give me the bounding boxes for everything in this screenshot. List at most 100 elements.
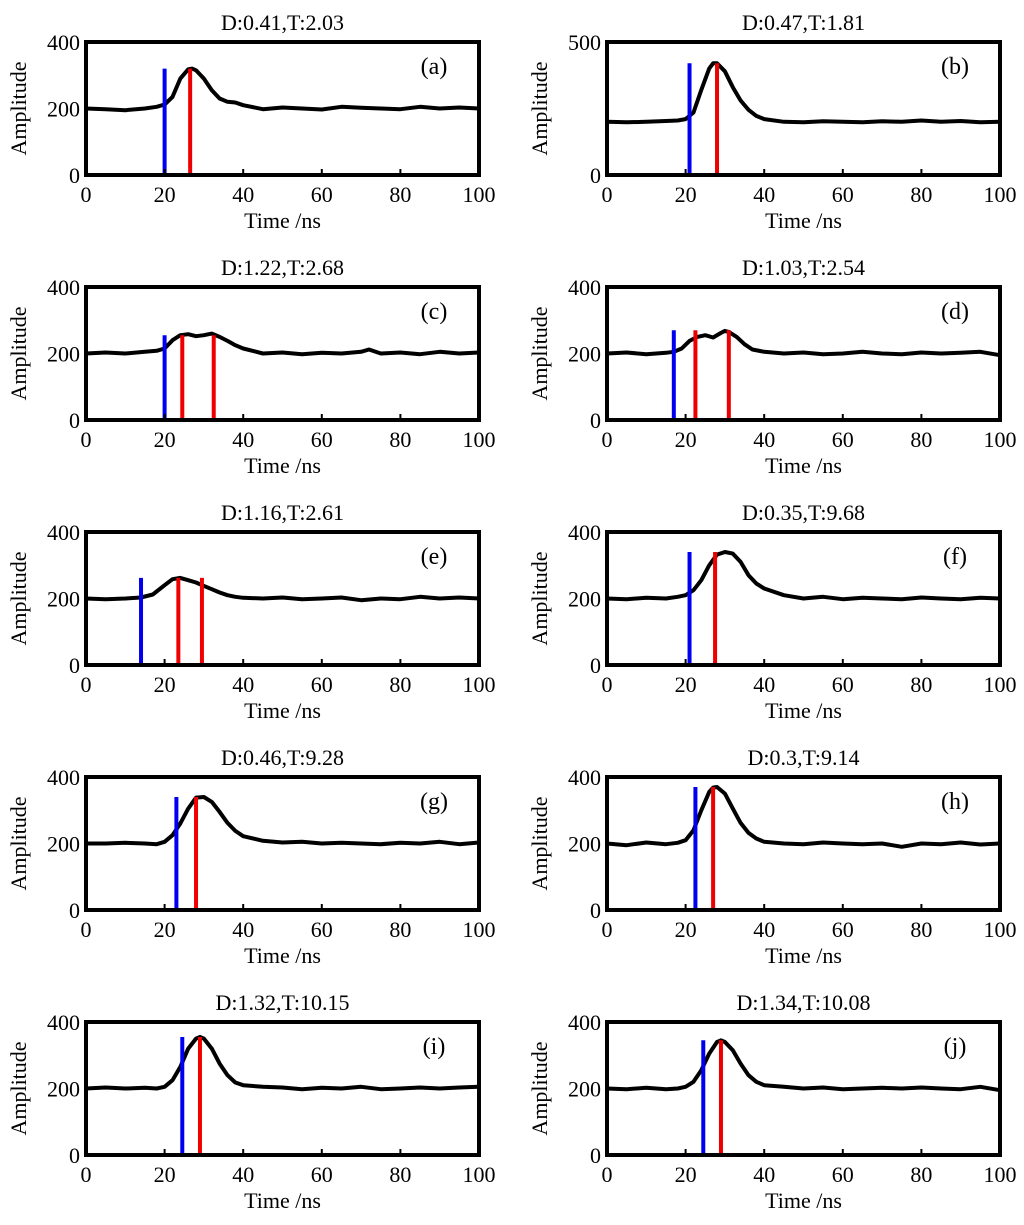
y-axis-label: Amplitude — [527, 306, 552, 400]
chart-panel: D:0.3,T:9.14 0 20 40 60 80 100 0 200 400 Time /ns A… — [527, 745, 1017, 968]
x-tick-label: 0 — [602, 182, 613, 207]
x-tick-label: 80 — [910, 672, 932, 697]
x-axis-label: Time /ns — [244, 943, 321, 968]
x-tick-label: 60 — [311, 182, 333, 207]
x-tick-label: 60 — [832, 182, 854, 207]
y-tick-label: 400 — [568, 1010, 601, 1035]
x-tick-label: 20 — [675, 917, 697, 942]
panel-label: (c) — [421, 299, 448, 325]
x-tick-label: 0 — [81, 672, 92, 697]
y-tick-label: 0 — [69, 1143, 80, 1168]
x-tick-label: 0 — [81, 1162, 92, 1187]
x-tick-label: 40 — [232, 182, 254, 207]
x-tick-label: 40 — [753, 672, 775, 697]
y-axis-label: Amplitude — [6, 551, 31, 645]
x-tick-label: 40 — [232, 1162, 254, 1187]
x-tick-label: 80 — [910, 427, 932, 452]
signal-series-line — [606, 1038, 1001, 1093]
y-tick-label: 200 — [568, 1077, 601, 1102]
y-tick-label: 200 — [47, 1077, 80, 1102]
x-tick-label: 100 — [984, 427, 1017, 452]
x-tick-label: 80 — [389, 917, 411, 942]
panel-label: (h) — [941, 789, 969, 815]
x-tick-label: 60 — [311, 672, 333, 697]
chart-title: D:1.32,T:10.15 — [216, 990, 350, 1015]
y-tick-label: 500 — [568, 30, 601, 55]
x-tick-label: 60 — [311, 917, 333, 942]
x-tick-label: 20 — [154, 182, 176, 207]
x-tick-label: 20 — [154, 672, 176, 697]
y-tick-label: 400 — [47, 765, 80, 790]
chart-panel: D:0.47,T:1.81 0 20 40 60 80 100 0 500 Time /ns Amp… — [527, 10, 1017, 233]
y-tick-label: 0 — [69, 163, 80, 188]
panel-label: (a) — [421, 54, 448, 80]
y-tick-label: 400 — [47, 275, 80, 300]
signal-series-line — [85, 575, 480, 603]
x-axis-label: Time /ns — [244, 698, 321, 723]
x-tick-label: 20 — [675, 182, 697, 207]
y-tick-label: 400 — [47, 1010, 80, 1035]
signal-series-line — [85, 66, 480, 113]
signal-series-line — [86, 795, 480, 847]
x-tick-label: 60 — [311, 1162, 333, 1187]
x-tick-label: 40 — [753, 1162, 775, 1187]
signal-series-line — [606, 785, 1001, 849]
panel-label: (d) — [941, 299, 969, 325]
panel-label: (f) — [943, 544, 967, 570]
chart-title: D:1.03,T:2.54 — [742, 255, 865, 280]
y-tick-label: 200 — [47, 97, 80, 122]
x-tick-label: 100 — [463, 1162, 496, 1187]
signal-series-line — [606, 61, 1001, 125]
chart-title: D:0.3,T:9.14 — [748, 745, 860, 770]
x-tick-label: 80 — [910, 917, 932, 942]
chart-panel: D:0.35,T:9.68 0 20 40 60 80 100 0 200 400 Time /ns… — [527, 500, 1017, 723]
y-tick-label: 0 — [590, 163, 601, 188]
chart-title: D:1.22,T:2.68 — [221, 255, 344, 280]
x-tick-label: 80 — [910, 182, 932, 207]
x-tick-label: 60 — [832, 672, 854, 697]
x-tick-label: 60 — [832, 1162, 854, 1187]
y-axis-label: Amplitude — [527, 796, 552, 890]
x-tick-label: 20 — [675, 427, 697, 452]
chart-title: D:0.41,T:2.03 — [221, 10, 344, 35]
x-tick-label: 100 — [984, 1162, 1017, 1187]
y-axis-label: Amplitude — [527, 551, 552, 645]
x-tick-label: 40 — [753, 917, 775, 942]
signal-series-line — [606, 328, 1001, 358]
signal-series-line — [606, 550, 1001, 602]
y-tick-label: 0 — [69, 653, 80, 678]
y-tick-label: 400 — [568, 765, 601, 790]
chart-panel: D:1.22,T:2.68 0 20 40 60 80 100 0 200 400 Time /ns… — [6, 255, 496, 478]
y-tick-label: 0 — [590, 898, 601, 923]
chart-title: D:0.35,T:9.68 — [742, 500, 865, 525]
panel-label: (g) — [420, 789, 448, 815]
y-tick-label: 400 — [568, 275, 601, 300]
x-axis-label: Time /ns — [765, 208, 842, 233]
x-tick-label: 80 — [910, 1162, 932, 1187]
x-tick-label: 80 — [389, 1162, 411, 1187]
chart-panel: D:1.16,T:2.61 0 20 40 60 80 100 0 200 400 Time /ns… — [6, 500, 496, 723]
x-tick-label: 40 — [753, 182, 775, 207]
y-tick-label: 200 — [568, 832, 601, 857]
chart-title: D:1.16,T:2.61 — [221, 500, 344, 525]
y-axis-label: Amplitude — [527, 1041, 552, 1135]
chart-panel: D:1.03,T:2.54 0 20 40 60 80 100 0 200 400 Time /ns… — [527, 255, 1017, 478]
panel-label: (j) — [944, 1034, 967, 1060]
x-tick-label: 0 — [602, 672, 613, 697]
y-tick-label: 400 — [568, 520, 601, 545]
plot-frame — [605, 40, 1002, 177]
y-tick-label: 0 — [69, 408, 80, 433]
y-tick-label: 200 — [47, 587, 80, 612]
panel-label: (i) — [423, 1034, 446, 1060]
x-tick-label: 20 — [675, 1162, 697, 1187]
chart-panel: D:0.41,T:2.03 0 20 40 60 80 100 0 200 400 Time /ns… — [6, 10, 496, 233]
x-tick-label: 0 — [602, 1162, 613, 1187]
x-tick-label: 100 — [984, 917, 1017, 942]
x-tick-label: 20 — [154, 917, 176, 942]
x-tick-label: 40 — [753, 427, 775, 452]
chart-panel: D:1.32,T:10.15 0 20 40 60 80 100 0 200 400 Time /n… — [6, 990, 496, 1213]
x-tick-label: 100 — [984, 182, 1017, 207]
y-tick-label: 0 — [590, 408, 601, 433]
signal-series-line — [85, 331, 480, 357]
y-tick-label: 200 — [47, 342, 80, 367]
